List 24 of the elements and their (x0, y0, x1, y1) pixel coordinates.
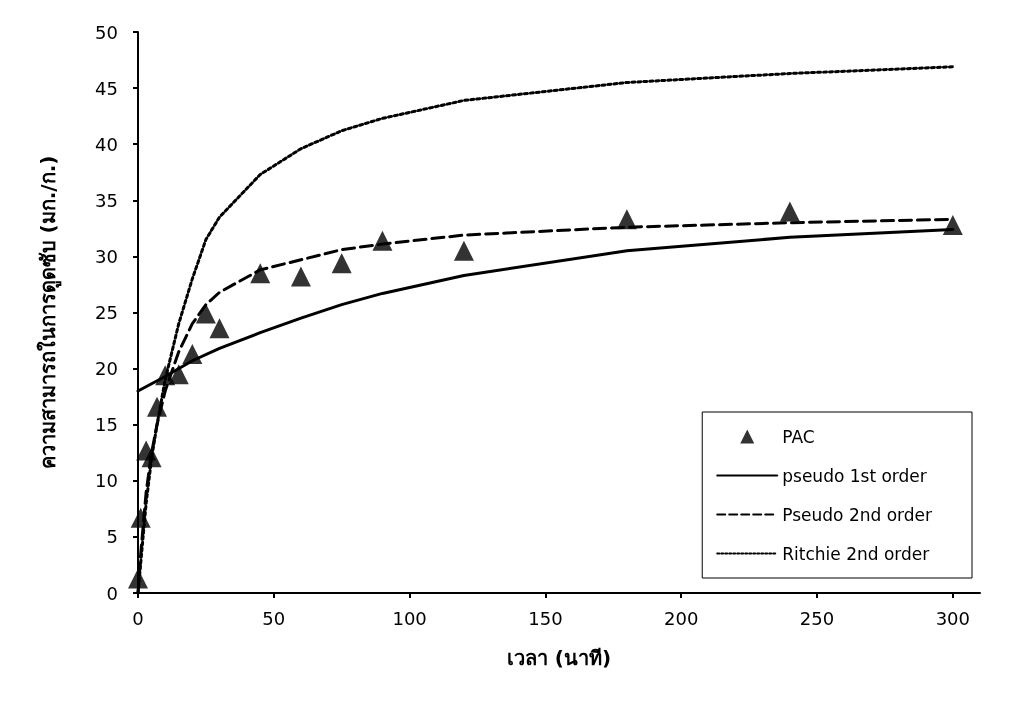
y-tick-label: 5 (106, 526, 118, 548)
y-tick-label: 35 (95, 189, 118, 211)
x-tick-label: 0 (132, 607, 144, 629)
y-axis-title: ความสามารถในการดูดซับ (มก./ก.) (36, 155, 62, 470)
x-tick-label: 300 (935, 607, 971, 629)
y-tick-label: 0 (106, 582, 118, 604)
x-tick-label: 100 (392, 607, 427, 629)
y-tick-label: 50 (95, 21, 118, 43)
x-tick-label: 250 (799, 607, 835, 629)
legend-label: pseudo 1st order (782, 465, 927, 486)
y-tick-label: 10 (95, 470, 118, 492)
x-axis-title: เวลา (นาที) (506, 646, 612, 670)
y-tick-label: 15 (95, 414, 118, 436)
x-tick-label: 200 (664, 607, 699, 629)
x-tick-label: 150 (528, 607, 563, 629)
y-tick-label: 40 (95, 133, 118, 155)
y-tick-label: 20 (95, 358, 118, 380)
legend-label: Ritchie 2nd order (782, 543, 930, 564)
y-tick-label: 25 (95, 302, 118, 323)
legend-label: Pseudo 2nd order (782, 504, 933, 525)
legend-label: PAC (782, 426, 815, 447)
y-tick-label: 30 (95, 245, 118, 267)
x-tick-label: 50 (262, 607, 286, 629)
y-tick-label: 45 (95, 77, 118, 99)
